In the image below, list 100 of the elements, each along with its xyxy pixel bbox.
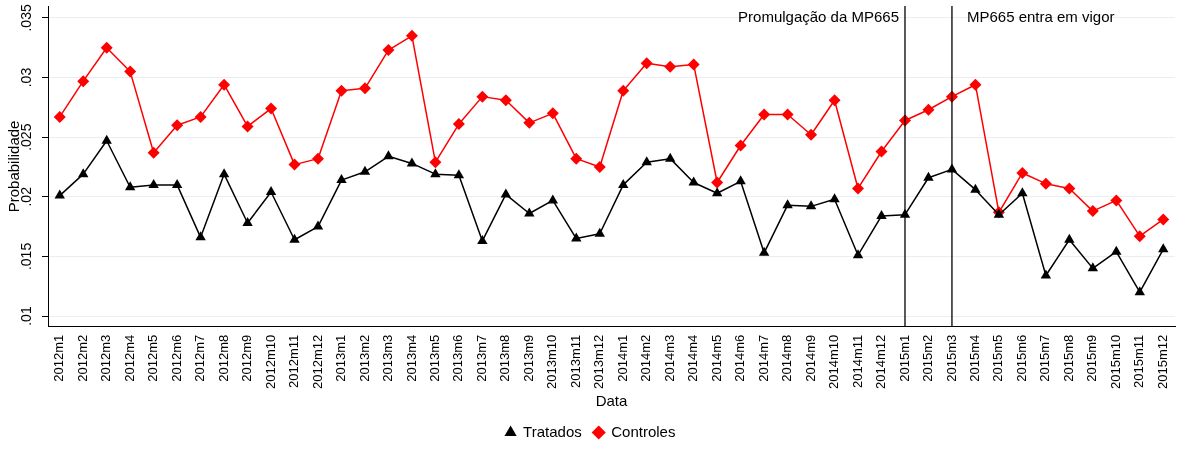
point <box>758 108 771 121</box>
x-tick-label: 2015m6 <box>1013 334 1029 382</box>
x-tick-label: 2014m8 <box>779 334 795 382</box>
x-tick-label: 2015m3 <box>943 334 959 382</box>
x-tick-label: 2013m6 <box>450 334 466 382</box>
x-tick-label: 2013m8 <box>497 334 513 382</box>
point <box>594 227 605 237</box>
point <box>734 139 747 152</box>
y-tick-label: .015 <box>17 242 34 271</box>
point <box>195 231 206 241</box>
point <box>805 200 817 210</box>
x-tick-label: 2014m6 <box>732 334 748 382</box>
x-tick-label: 2015m2 <box>920 334 936 382</box>
x-tick-label: 2012m12 <box>309 334 325 390</box>
x-tick-label: 2012m9 <box>239 334 255 382</box>
point <box>359 165 371 175</box>
point <box>1040 269 1052 279</box>
point <box>429 156 442 169</box>
point <box>101 134 112 144</box>
point <box>171 119 184 132</box>
x-tick-label: 2013m7 <box>473 334 489 382</box>
point <box>124 181 136 191</box>
y-tick-label: .03 <box>17 67 34 88</box>
point <box>1157 213 1170 226</box>
point <box>171 178 183 188</box>
point <box>289 233 300 243</box>
point <box>430 168 441 178</box>
x-tick-label: 2015m10 <box>1107 334 1123 390</box>
point <box>358 82 371 95</box>
x-tick-label: 2012m8 <box>215 334 231 382</box>
x-tick-label: 2012m1 <box>51 334 67 382</box>
point <box>288 158 301 171</box>
point <box>477 234 488 244</box>
point <box>852 249 864 259</box>
point <box>969 78 982 91</box>
x-tick-label: 2013m11 <box>567 334 583 389</box>
x-tick-label: 2013m2 <box>356 334 372 382</box>
point <box>53 110 66 123</box>
x-tick-label: 2015m8 <box>1060 334 1076 382</box>
point <box>523 116 536 129</box>
x-tick-label: 2014m2 <box>638 334 654 382</box>
point <box>194 110 207 123</box>
point <box>875 145 888 158</box>
point <box>970 183 981 193</box>
point <box>852 182 865 195</box>
point <box>1110 194 1123 207</box>
x-tick-label: 2012m3 <box>98 334 114 382</box>
point <box>640 57 653 70</box>
x-tick-label: 2014m7 <box>755 334 771 382</box>
point <box>805 128 818 141</box>
x-tick-label: 2015m11 <box>1131 334 1147 389</box>
point <box>406 157 418 167</box>
point <box>524 207 535 217</box>
point <box>312 220 324 230</box>
point <box>77 75 90 88</box>
point <box>782 199 793 209</box>
x-axis-title: Data <box>595 392 628 410</box>
x-tick-label: 2012m11 <box>286 334 302 389</box>
point <box>148 178 159 188</box>
x-tick-label: 2015m7 <box>1037 334 1053 382</box>
x-tick-label: 2012m4 <box>121 334 137 382</box>
x-tick-label: 2015m9 <box>1084 334 1100 382</box>
point <box>241 120 254 133</box>
point <box>1039 177 1052 190</box>
point <box>758 246 770 256</box>
point <box>1133 230 1146 243</box>
point <box>382 44 395 57</box>
point <box>665 152 676 162</box>
point <box>312 152 325 165</box>
x-tick-label: 2014m10 <box>826 334 842 390</box>
point <box>452 118 465 131</box>
x-tick-label: 2013m1 <box>333 334 349 382</box>
point <box>617 84 630 97</box>
point <box>265 186 277 196</box>
ref-line-label: Promulgação da MP665 <box>738 7 899 25</box>
x-tick-label: 2015m1 <box>896 334 912 382</box>
point <box>781 108 794 121</box>
x-tick-label: 2012m2 <box>74 334 90 382</box>
point <box>499 94 512 107</box>
x-tick-label: 2013m10 <box>544 334 560 390</box>
ref-line-label: MP665 entra em vigor <box>966 7 1115 25</box>
point <box>476 90 489 103</box>
point <box>54 189 65 199</box>
point <box>546 107 559 120</box>
x-tick-label: 2015m5 <box>990 334 1006 382</box>
point <box>664 60 677 73</box>
x-tick-label: 2014m5 <box>708 334 724 382</box>
point <box>1017 187 1028 197</box>
point <box>100 41 113 54</box>
point <box>618 178 629 188</box>
point <box>147 146 160 159</box>
point <box>922 103 935 116</box>
x-tick-label: 2013m12 <box>591 334 607 390</box>
point <box>828 94 841 107</box>
y-tick-label: .01 <box>17 306 34 326</box>
point <box>1134 286 1145 296</box>
point <box>218 168 230 178</box>
point <box>735 175 746 185</box>
legend-label: Controles <box>611 422 676 440</box>
x-tick-label: 2013m5 <box>426 334 442 382</box>
